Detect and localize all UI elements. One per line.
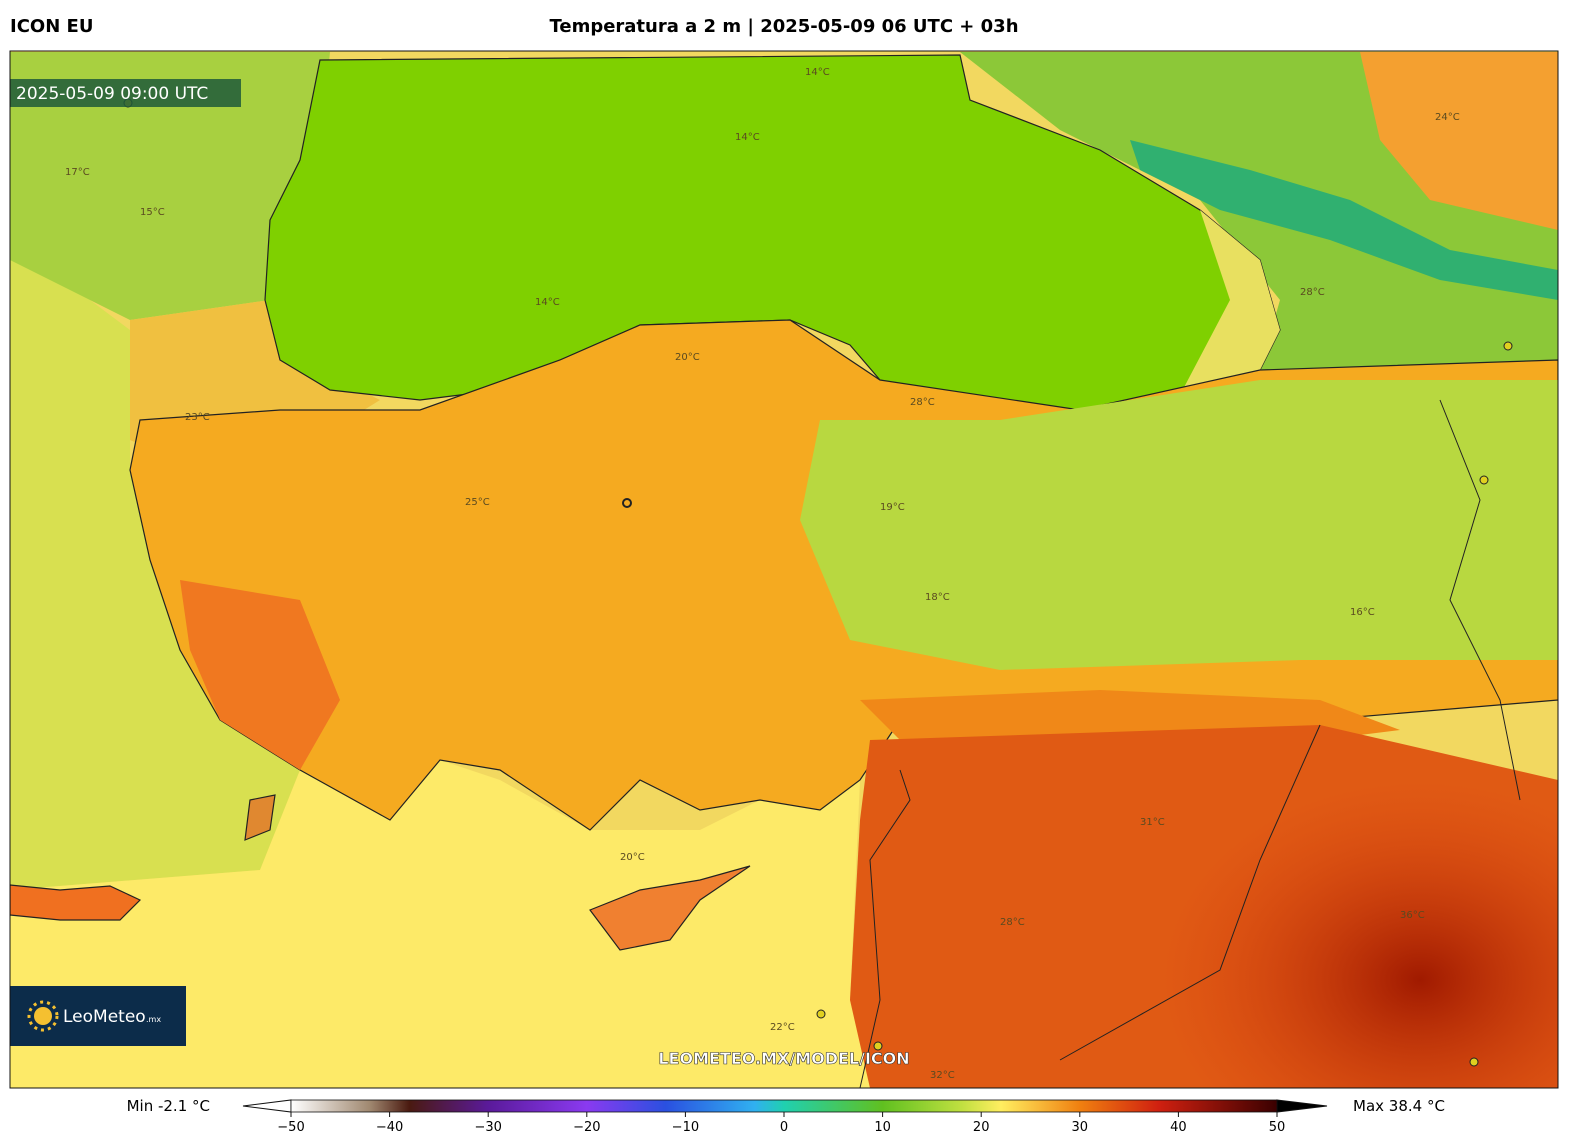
- northeast-warm: [1360, 52, 1558, 230]
- contour-label: 36°C: [1400, 910, 1425, 921]
- valid-time-box: [10, 79, 241, 107]
- contour-label: 28°C: [910, 397, 935, 408]
- contour-label: 14°C: [535, 297, 560, 308]
- crete: [10, 884, 142, 921]
- contour-label: 24°C: [1435, 112, 1460, 123]
- north-land: [10, 52, 330, 320]
- city-marker: [816, 1009, 826, 1019]
- map-frame: [9, 50, 1559, 1089]
- colorbar-tick-label: 0: [780, 1120, 788, 1135]
- colorbar-tick-label: 10: [874, 1120, 891, 1135]
- colorbar-tick-label: 40: [1170, 1120, 1187, 1135]
- contour-label: 32°C: [930, 1070, 955, 1081]
- contour-label: 16°C: [1350, 607, 1375, 618]
- aegean-sea: [10, 240, 300, 890]
- colorbar: [290, 1099, 1278, 1113]
- contour-label: 25°C: [465, 497, 490, 508]
- heat-core: [1160, 780, 1558, 1088]
- contour-label: 19°C: [880, 502, 905, 513]
- logo-rays: [27, 1000, 59, 1032]
- min-label: Min -2.1 °C: [127, 1097, 210, 1115]
- cyprus: [589, 865, 751, 951]
- contour-label: 14°C: [805, 67, 830, 78]
- eastern-highlands: [800, 380, 1558, 670]
- contour-label: 31°C: [1140, 817, 1165, 828]
- logo-suffix: .mx: [146, 1015, 161, 1024]
- map-title: Temperatura a 2 m | 2025-05-09 06 UTC + …: [549, 16, 1018, 37]
- colorbar-tick-label: 30: [1072, 1120, 1089, 1135]
- contour-label: 28°C: [1300, 287, 1325, 298]
- watermark: LEOMETEO.MX/MODEL/ICON: [658, 1049, 909, 1068]
- contour-label: 18°C: [925, 592, 950, 603]
- border: [1059, 724, 1321, 1061]
- colorbar-tick-label: −10: [672, 1120, 699, 1135]
- western-heat: [180, 580, 340, 770]
- city-marker: [1479, 475, 1489, 485]
- colorbar-tick-label: 20: [973, 1120, 990, 1135]
- colorbar-extend-low: [242, 1099, 292, 1113]
- colorbar-extend-high: [1276, 1099, 1328, 1113]
- contour-label: 23°C: [185, 412, 210, 423]
- max-label: Max 38.4 °C: [1353, 1097, 1445, 1115]
- colorbar-tick-label: −40: [376, 1120, 403, 1135]
- city-marker: [1469, 1057, 1479, 1067]
- city-marker: [622, 498, 632, 508]
- colorbar-ticks: −50 −40 −30 −20 −10 0 10 20 30 40 50: [277, 1112, 1285, 1135]
- colorbar-tick-label: −30: [474, 1120, 501, 1135]
- border: [1439, 399, 1521, 801]
- contour-label: 28°C: [1000, 917, 1025, 928]
- caucasus-high: [1130, 140, 1558, 300]
- model-name: ICON EU: [10, 16, 93, 37]
- contour-label: 15°C: [140, 207, 165, 218]
- rhodes: [244, 794, 276, 841]
- city-marker: [873, 1041, 883, 1051]
- colorbar-tick-label: 50: [1269, 1120, 1286, 1135]
- map: 14°C 14°C 14°C 17°C 15°C 28°C 28°C 20°C …: [10, 51, 1558, 1088]
- city-marker: [1503, 341, 1513, 351]
- border: [859, 769, 911, 1088]
- colorbar-tick-label: −50: [277, 1120, 304, 1135]
- contour-label: 14°C: [735, 132, 760, 143]
- logo-name: LeoMeteo: [63, 1007, 146, 1027]
- black-sea-shelf: [1180, 210, 1280, 395]
- contour-label: 20°C: [620, 852, 645, 863]
- mediterranean-sea: [10, 760, 870, 1088]
- contour-label: 22°C: [770, 1022, 795, 1033]
- logo-sun: [34, 1007, 52, 1025]
- black-sea: [264, 54, 1281, 411]
- valid-time: 2025-05-09 09:00 UTC: [16, 84, 208, 104]
- contour-label: 17°C: [65, 167, 90, 178]
- colorbar-tick-label: −20: [573, 1120, 600, 1135]
- contour-label: 20°C: [675, 352, 700, 363]
